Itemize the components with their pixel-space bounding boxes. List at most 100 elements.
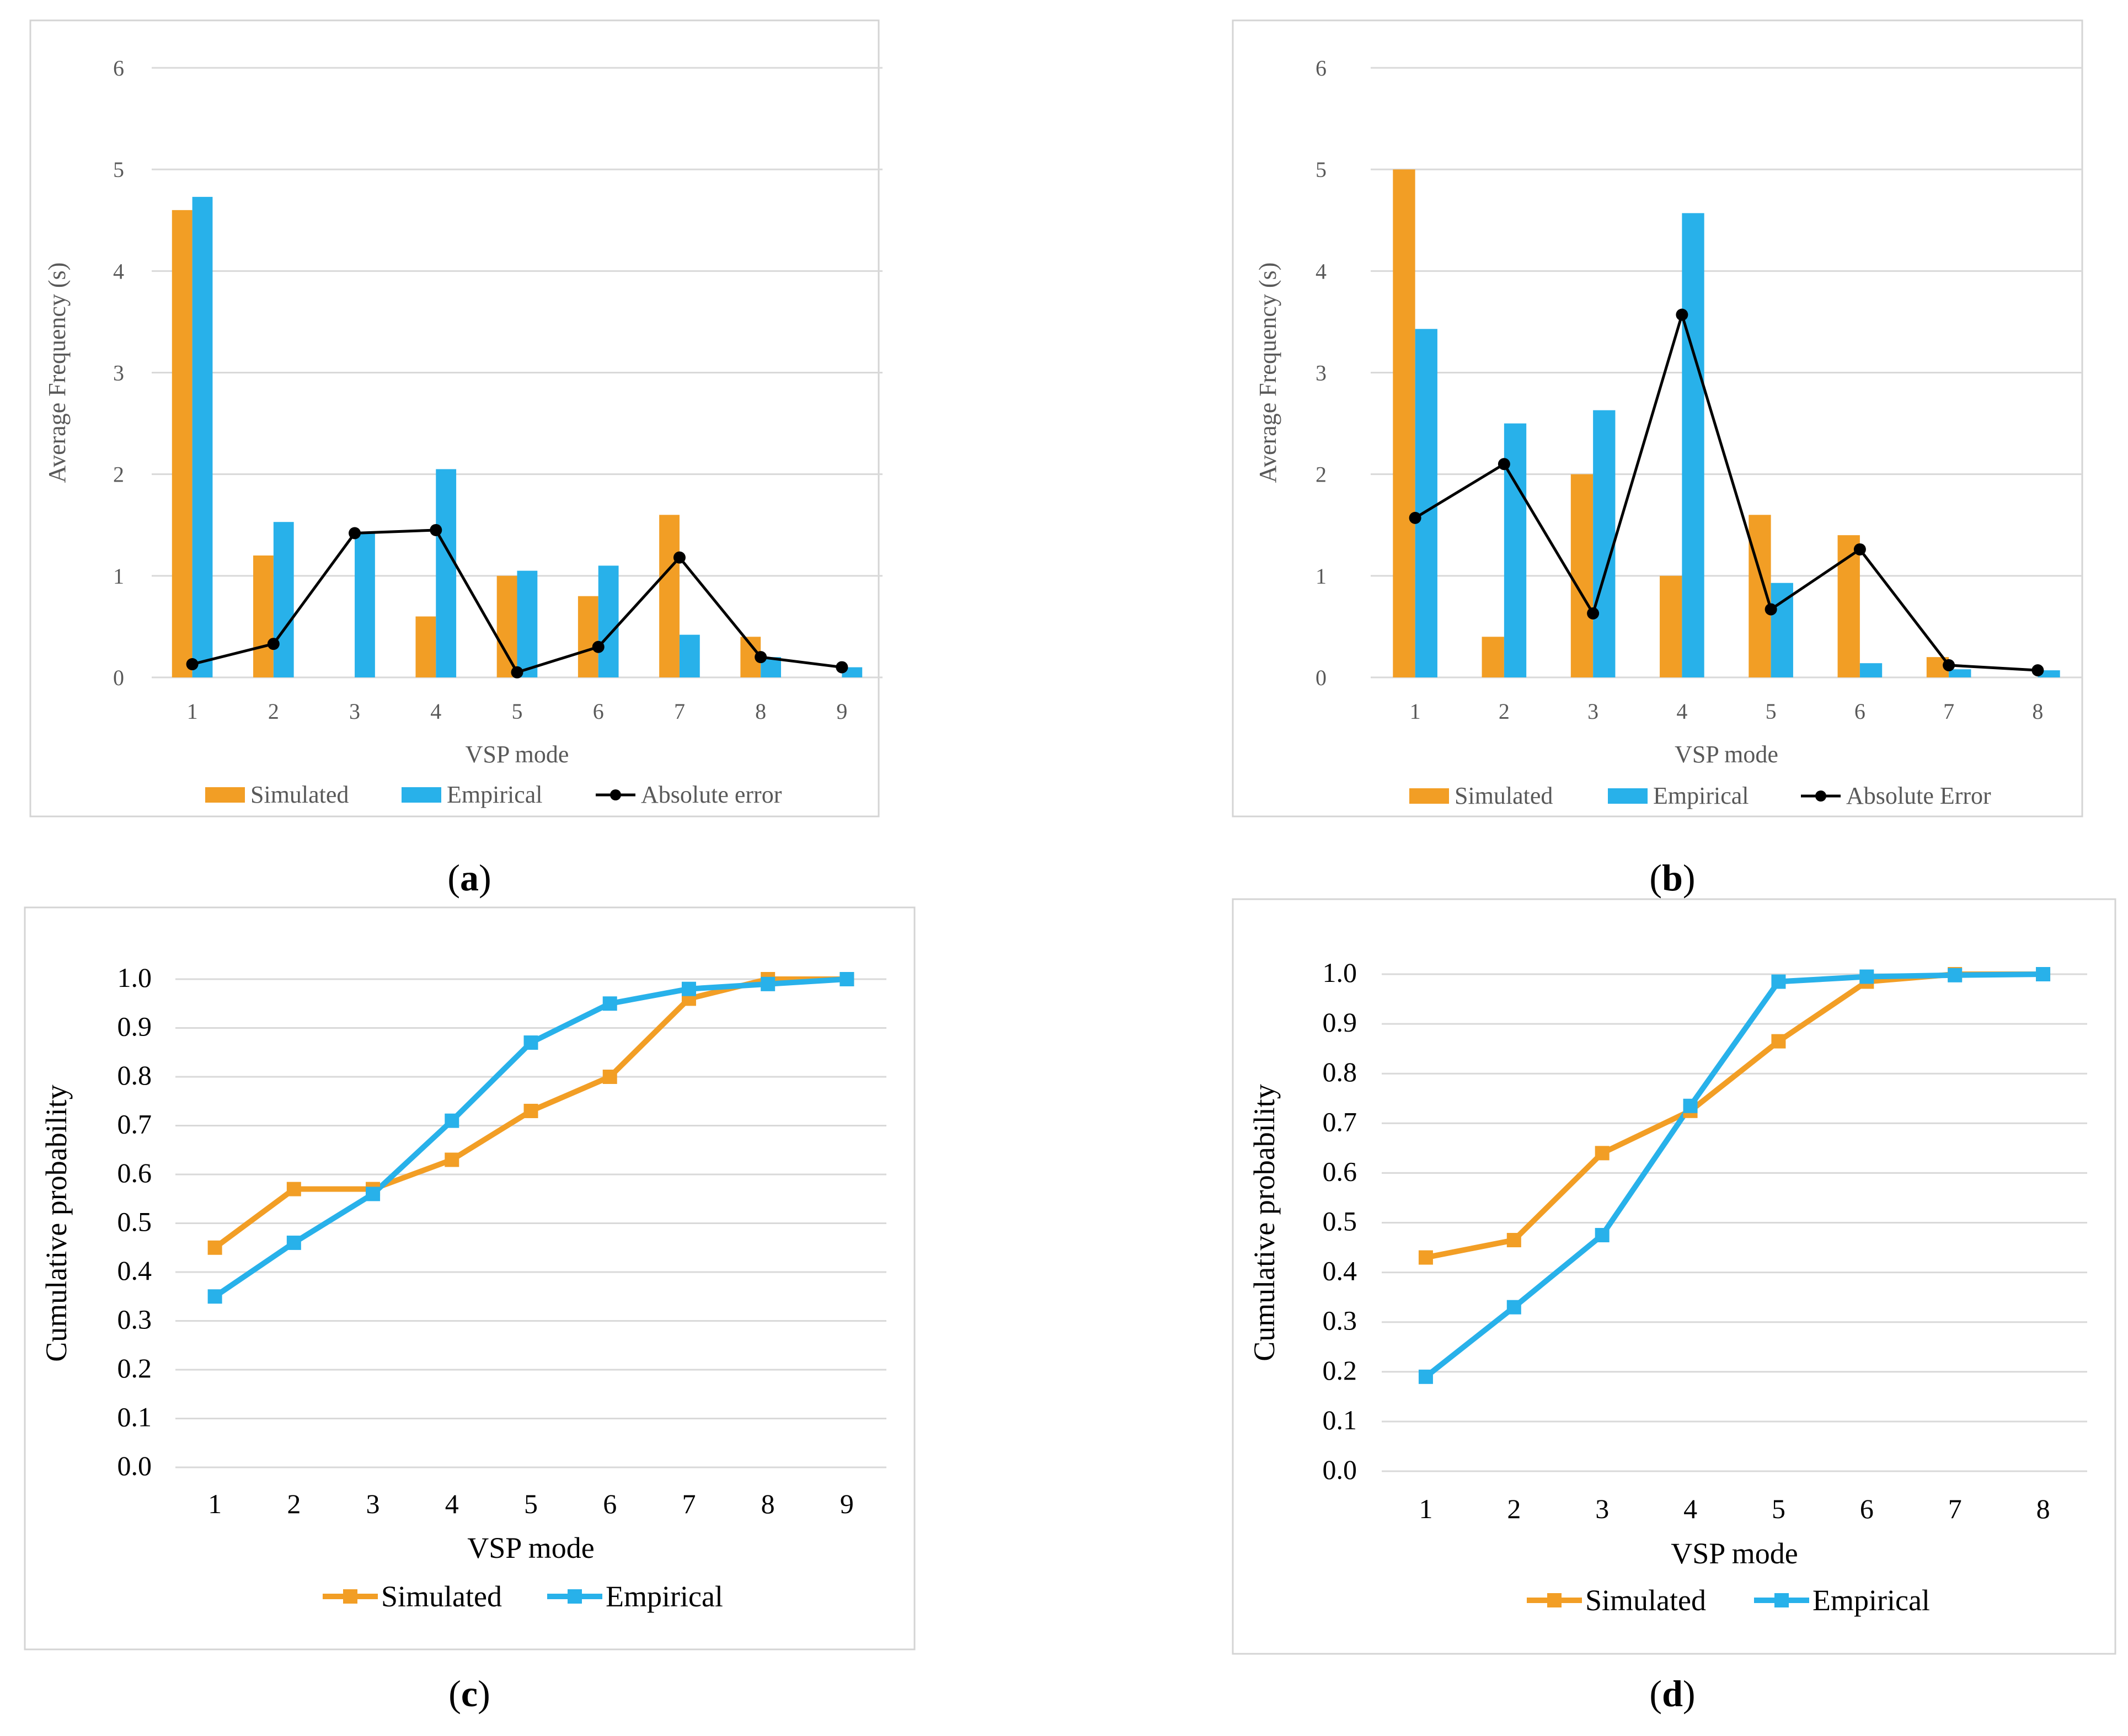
- point-empirical: [840, 972, 854, 986]
- point-simulated: [523, 1103, 538, 1118]
- x-tick-label: 7: [674, 699, 685, 724]
- point-absolute-error: [1943, 659, 1955, 671]
- legend-label: Simulated: [1455, 782, 1553, 809]
- y-tick-label: 1: [113, 564, 124, 589]
- y-tick-label: 0: [113, 665, 124, 690]
- caption-paren-close: ): [478, 1673, 490, 1714]
- point-absolute-error: [1676, 308, 1688, 321]
- bar-empirical: [192, 196, 213, 677]
- x-tick-label: 5: [524, 1488, 538, 1519]
- x-tick-label: 5: [1772, 1493, 1785, 1524]
- legend-label: Simulated: [381, 1580, 502, 1613]
- point-absolute-error: [592, 640, 605, 653]
- x-tick-label: 2: [287, 1488, 301, 1519]
- x-tick-label: 7: [1943, 699, 1954, 724]
- legend-item: Empirical: [402, 781, 543, 808]
- y-tick-label: 1.0: [1323, 957, 1357, 988]
- x-tick-label: 9: [836, 699, 847, 724]
- x-tick-label: 7: [682, 1488, 696, 1519]
- panel-frame: [1232, 898, 2116, 1655]
- x-axis-title: VSP mode: [1671, 1537, 1798, 1570]
- caption-paren-open: (: [447, 857, 460, 899]
- legend-label: Empirical: [1812, 1584, 1930, 1617]
- bar-empirical: [1593, 410, 1616, 677]
- y-tick-label: 0.3: [1323, 1305, 1357, 1336]
- bar-empirical: [1771, 583, 1793, 677]
- x-tick-label: 6: [603, 1488, 617, 1519]
- caption-paren-close: ): [1683, 857, 1696, 899]
- point-absolute-error: [673, 551, 686, 564]
- bar-simulated: [1837, 535, 1860, 677]
- point-simulated: [1506, 1233, 1521, 1248]
- panel-frame: [1232, 19, 2083, 818]
- bar-simulated: [578, 596, 598, 677]
- point-simulated: [602, 1070, 617, 1084]
- x-tick-label: 2: [1507, 1493, 1521, 1524]
- x-tick-label: 4: [430, 699, 441, 724]
- x-tick-label: 2: [268, 699, 279, 724]
- bar-simulated: [415, 616, 436, 677]
- x-axis-title: VSP mode: [1675, 741, 1778, 768]
- series-line-empirical: [1424, 971, 2044, 1379]
- x-axis-title: VSP mode: [467, 1531, 595, 1564]
- y-tick-label: 0.2: [117, 1353, 152, 1384]
- legend-marker: [1547, 1593, 1562, 1607]
- point-absolute-error: [267, 638, 280, 650]
- panel-caption: (a): [447, 857, 491, 899]
- y-tick-label: 0.9: [117, 1011, 152, 1042]
- x-tick-label: 8: [2032, 699, 2043, 724]
- y-tick-label: 1: [1316, 564, 1327, 589]
- point-absolute-error: [1765, 603, 1777, 616]
- legend-marker: [568, 1589, 582, 1604]
- bar-simulated: [1660, 575, 1682, 677]
- point-empirical: [761, 976, 776, 991]
- y-tick-label: 0.7: [117, 1109, 152, 1140]
- y-tick-label: 0: [1316, 665, 1327, 690]
- y-axis-title: Cumulative probability: [1248, 1084, 1281, 1361]
- x-tick-label: 3: [1587, 699, 1598, 724]
- y-tick-label: 0.0: [1323, 1454, 1357, 1485]
- panel-frame: [24, 906, 916, 1650]
- bar-simulated: [253, 555, 274, 677]
- legend-label: Empirical: [447, 781, 543, 808]
- x-tick-label: 3: [1595, 1493, 1609, 1524]
- chart-b: 0 1 2 3 4 5 6 1 2 3 4 5 6 7 8 VSP mode Average Frequency…: [1232, 19, 2083, 899]
- bar-empirical: [355, 533, 375, 677]
- point-empirical: [2036, 967, 2051, 981]
- point-empirical: [366, 1187, 381, 1201]
- point-empirical: [445, 1113, 459, 1128]
- point-empirical: [1771, 974, 1786, 989]
- y-tick-label: 0.7: [1323, 1106, 1357, 1137]
- bar-simulated: [1482, 637, 1504, 677]
- y-tick-label: 4: [113, 259, 124, 284]
- x-tick-label: 8: [761, 1488, 775, 1519]
- point-absolute-error: [1587, 607, 1600, 619]
- y-tick-label: 0.8: [1323, 1056, 1357, 1087]
- y-tick-label: 3: [1316, 361, 1327, 386]
- x-tick-label: 8: [755, 699, 766, 724]
- x-tick-label: 3: [349, 699, 360, 724]
- point-absolute-error: [1853, 543, 1866, 555]
- x-axis-title: VSP mode: [466, 741, 569, 768]
- legend-swatch: [1608, 788, 1648, 804]
- legend-item: Absolute Error: [1801, 782, 1991, 809]
- legend-swatch: [205, 787, 245, 803]
- chart-c: 0.0 0.1 0.2 0.3 0.4 0.5 0.6 0.7 0.8 0.9 1.0 1 2 3 4 5 6 7…: [24, 906, 916, 1714]
- y-tick-label: 0.1: [117, 1402, 152, 1433]
- bar-simulated: [659, 515, 680, 677]
- point-absolute-error: [511, 666, 523, 679]
- point-empirical: [602, 996, 617, 1011]
- point-empirical: [1418, 1369, 1433, 1384]
- panel-caption: (b): [1649, 857, 1695, 899]
- legend-item: Simulated: [323, 1580, 502, 1613]
- point-simulated: [1595, 1146, 1610, 1161]
- chart-d: 0.0 0.1 0.2 0.3 0.4 0.5 0.6 0.7 0.8 0.9 1.0 1 2 3 4 5 6 7…: [1232, 898, 2116, 1714]
- bar-empirical: [1859, 663, 1883, 677]
- bar-empirical: [598, 565, 619, 677]
- legend-label: Simulated: [250, 781, 349, 808]
- point-absolute-error: [1409, 511, 1421, 524]
- legend-item: Simulated: [1527, 1584, 1706, 1617]
- y-tick-label: 0.1: [1323, 1404, 1357, 1435]
- point-empirical: [1859, 969, 1874, 984]
- legend-marker: [1774, 1593, 1789, 1607]
